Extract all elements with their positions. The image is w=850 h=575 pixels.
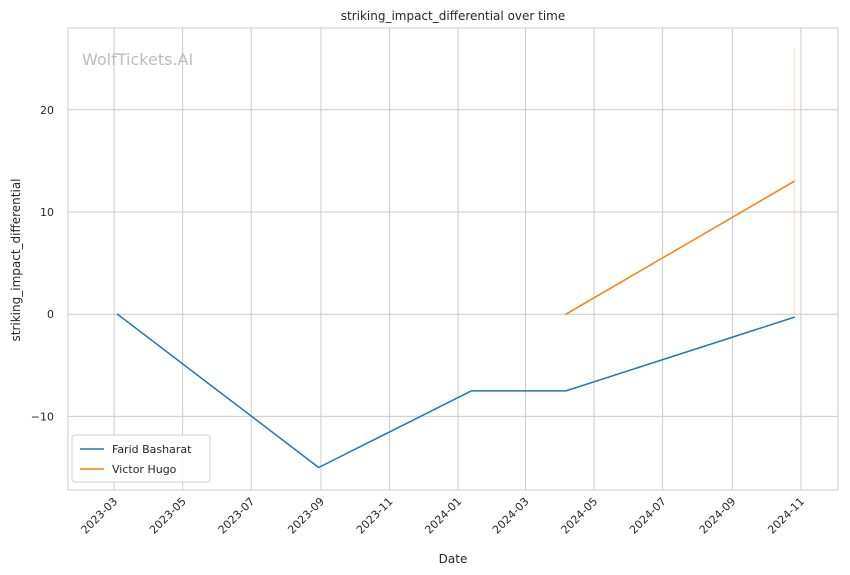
x-tick-label: 2023-05 (147, 495, 189, 537)
y-tick-label: −10 (31, 410, 54, 423)
legend: Farid Basharat Victor Hugo (71, 434, 211, 483)
grid (68, 28, 838, 490)
x-tick-label: 2024-09 (697, 495, 739, 537)
legend-label-farid-basharat: Farid Basharat (112, 443, 192, 456)
y-axis-title: striking_impact_differential (9, 178, 23, 341)
legend-box (71, 434, 211, 483)
watermark-text: WolfTickets.AI (82, 50, 193, 69)
series-line-farid-basharat (116, 313, 795, 469)
series-line-victor-hugo (565, 180, 795, 315)
x-tick-label: 2024-07 (627, 495, 669, 537)
y-tick-label: 20 (40, 104, 54, 117)
x-tick-label: 2024-11 (765, 495, 807, 537)
x-tick-label: 2023-03 (79, 495, 121, 537)
chart-title: striking_impact_differential over time (341, 9, 566, 23)
y-tick-label: 10 (40, 206, 54, 219)
plot-area (67, 27, 839, 491)
legend-label-victor-hugo: Victor Hugo (112, 463, 177, 476)
x-axis-title: Date (439, 552, 468, 566)
x-tick-label: 2023-11 (354, 495, 396, 537)
x-tick-label: 2023-09 (285, 495, 327, 537)
x-tick-label: 2024-03 (490, 495, 532, 537)
series-layer (116, 180, 795, 469)
x-tick-label: 2023-07 (216, 495, 258, 537)
x-tick-label: 2024-01 (422, 495, 464, 537)
x-tick-label: 2024-05 (558, 495, 600, 537)
y-tick-label: 0 (47, 308, 54, 321)
